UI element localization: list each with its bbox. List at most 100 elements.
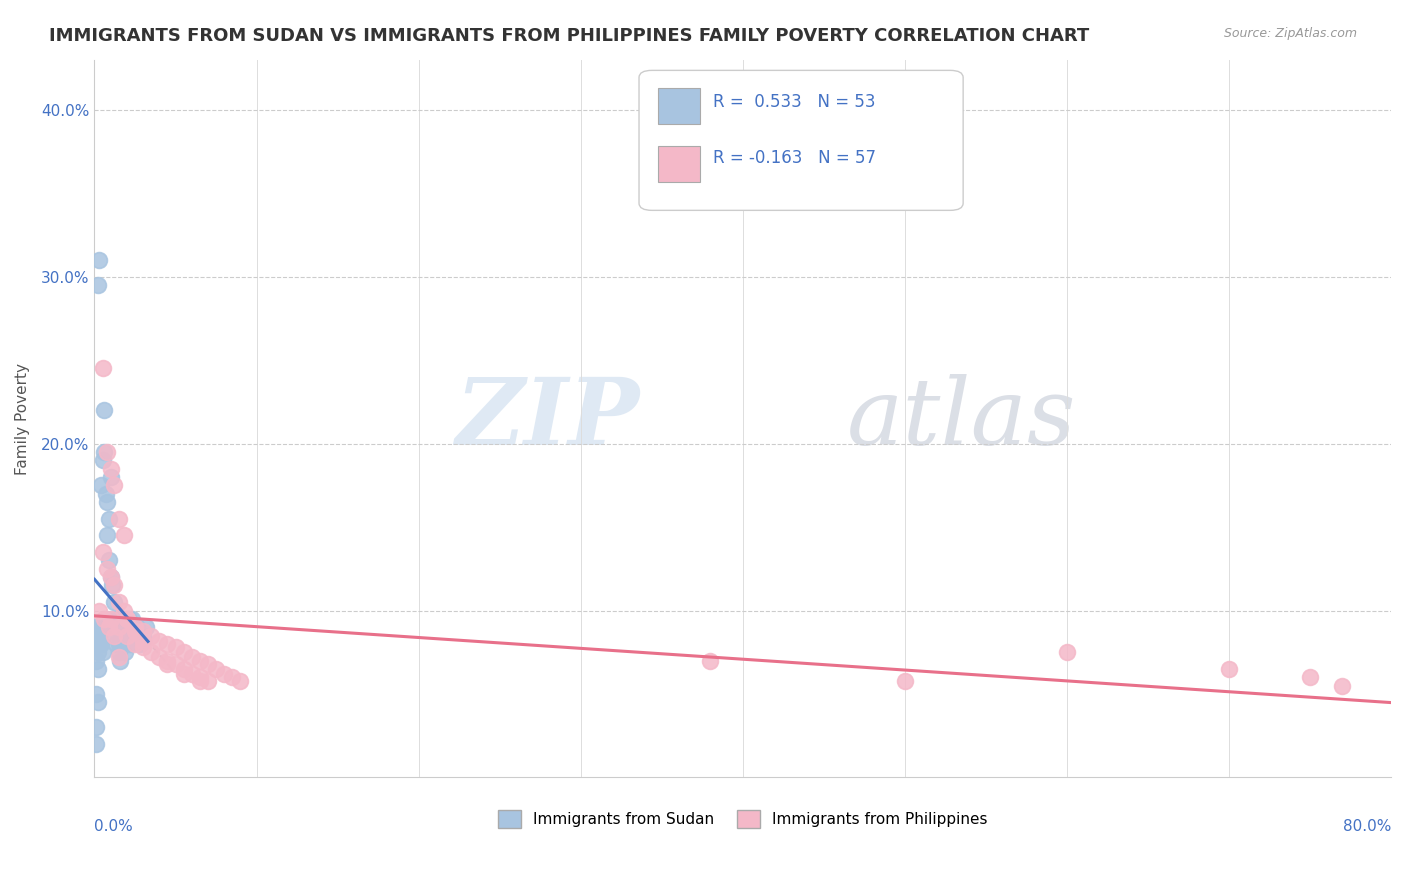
Point <box>107 512 129 526</box>
Point <box>103 595 125 609</box>
Point <box>90 478 112 492</box>
Point <box>107 637 129 651</box>
Point <box>96 562 118 576</box>
Point <box>180 667 202 681</box>
Point <box>84 620 107 634</box>
Point <box>173 645 195 659</box>
Point <box>103 478 125 492</box>
Point <box>101 612 124 626</box>
Point <box>221 670 243 684</box>
Point <box>96 528 118 542</box>
Text: R =  0.533   N = 53: R = 0.533 N = 53 <box>713 94 876 112</box>
Point <box>100 570 122 584</box>
Text: ZIP: ZIP <box>454 374 638 464</box>
Point <box>117 612 139 626</box>
Point <box>100 461 122 475</box>
Point <box>173 667 195 681</box>
Point <box>107 650 129 665</box>
Point <box>148 633 170 648</box>
Point <box>91 629 114 643</box>
Point <box>93 612 115 626</box>
Point <box>115 629 138 643</box>
Point <box>1331 679 1354 693</box>
Point <box>111 620 134 634</box>
Text: atlas: atlas <box>846 374 1076 464</box>
Point <box>103 620 125 634</box>
Point <box>894 673 917 688</box>
Point <box>132 624 155 638</box>
Point <box>173 662 195 676</box>
Point <box>84 637 107 651</box>
Point <box>156 637 179 651</box>
FancyBboxPatch shape <box>658 145 700 182</box>
Point <box>89 252 111 267</box>
Text: R = -0.163   N = 57: R = -0.163 N = 57 <box>713 149 876 168</box>
Point <box>699 654 721 668</box>
Point <box>132 633 155 648</box>
Text: Source: ZipAtlas.com: Source: ZipAtlas.com <box>1223 27 1357 40</box>
Point <box>121 612 143 626</box>
Point <box>86 645 108 659</box>
Point <box>100 470 122 484</box>
Point <box>103 629 125 643</box>
Point <box>107 595 129 609</box>
Point <box>105 612 128 626</box>
Point <box>86 277 108 292</box>
Point <box>98 512 121 526</box>
Point <box>156 657 179 671</box>
FancyBboxPatch shape <box>638 70 963 211</box>
Point <box>148 650 170 665</box>
Point <box>132 640 155 655</box>
Point <box>112 528 135 542</box>
Text: 80.0%: 80.0% <box>1343 819 1391 834</box>
Point <box>91 453 114 467</box>
Point <box>197 673 219 688</box>
Point <box>112 603 135 617</box>
Point <box>135 620 157 634</box>
Point <box>112 637 135 651</box>
Point <box>188 673 211 688</box>
Point <box>1299 670 1322 684</box>
Point <box>96 445 118 459</box>
Point <box>104 620 127 634</box>
Point <box>1056 645 1078 659</box>
Point <box>100 570 122 584</box>
Point <box>128 637 150 651</box>
Point <box>91 645 114 659</box>
Point <box>98 553 121 567</box>
Point <box>165 640 187 655</box>
Text: IMMIGRANTS FROM SUDAN VS IMMIGRANTS FROM PHILIPPINES FAMILY POVERTY CORRELATION : IMMIGRANTS FROM SUDAN VS IMMIGRANTS FROM… <box>49 27 1090 45</box>
Point <box>110 629 132 643</box>
Point <box>84 737 107 751</box>
Point <box>229 673 252 688</box>
Point <box>86 629 108 643</box>
Point <box>89 637 111 651</box>
Point <box>114 645 136 659</box>
Point <box>98 620 121 634</box>
Point <box>120 637 142 651</box>
Legend: Immigrants from Sudan, Immigrants from Philippines: Immigrants from Sudan, Immigrants from P… <box>492 804 994 834</box>
Point <box>86 662 108 676</box>
Point <box>110 654 132 668</box>
Point <box>124 637 146 651</box>
Point <box>124 620 146 634</box>
Point <box>188 670 211 684</box>
Text: 0.0%: 0.0% <box>94 819 134 834</box>
Point <box>197 657 219 671</box>
Point <box>94 486 117 500</box>
Point <box>115 612 138 626</box>
Point <box>132 629 155 643</box>
Point <box>104 637 127 651</box>
Point <box>107 645 129 659</box>
Point <box>124 629 146 643</box>
Point <box>141 629 163 643</box>
Point <box>100 612 122 626</box>
Point <box>91 361 114 376</box>
Point <box>89 629 111 643</box>
Point <box>205 662 228 676</box>
Point <box>96 495 118 509</box>
Point <box>141 645 163 659</box>
Point <box>212 667 235 681</box>
Point <box>86 695 108 709</box>
Point <box>115 612 138 626</box>
